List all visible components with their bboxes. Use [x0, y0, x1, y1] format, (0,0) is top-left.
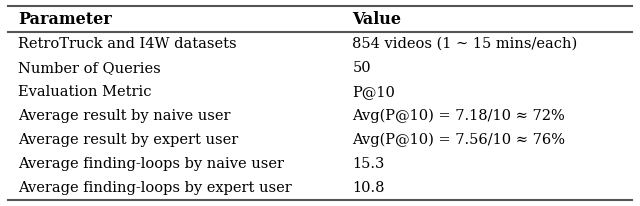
Text: Avg(P@10) = 7.18/10 ≈ 72%: Avg(P@10) = 7.18/10 ≈ 72% [353, 109, 565, 123]
Text: Average finding-loops by expert user: Average finding-loops by expert user [18, 181, 292, 195]
Text: 10.8: 10.8 [353, 181, 385, 195]
Text: Average result by naive user: Average result by naive user [18, 109, 230, 123]
Text: Number of Queries: Number of Queries [18, 61, 161, 75]
Text: 50: 50 [353, 61, 371, 75]
Text: RetroTruck and I4W datasets: RetroTruck and I4W datasets [18, 37, 237, 51]
Text: 854 videos (1 ∼ 15 mins/each): 854 videos (1 ∼ 15 mins/each) [353, 37, 578, 51]
Text: Value: Value [353, 11, 401, 27]
Text: 15.3: 15.3 [353, 157, 385, 171]
Text: Evaluation Metric: Evaluation Metric [18, 85, 152, 99]
Text: Avg(P@10) = 7.56/10 ≈ 76%: Avg(P@10) = 7.56/10 ≈ 76% [353, 133, 565, 147]
Text: P@10: P@10 [353, 85, 396, 99]
Text: Average finding-loops by naive user: Average finding-loops by naive user [18, 157, 284, 171]
Text: Parameter: Parameter [18, 11, 112, 27]
Text: Average result by expert user: Average result by expert user [18, 133, 238, 147]
